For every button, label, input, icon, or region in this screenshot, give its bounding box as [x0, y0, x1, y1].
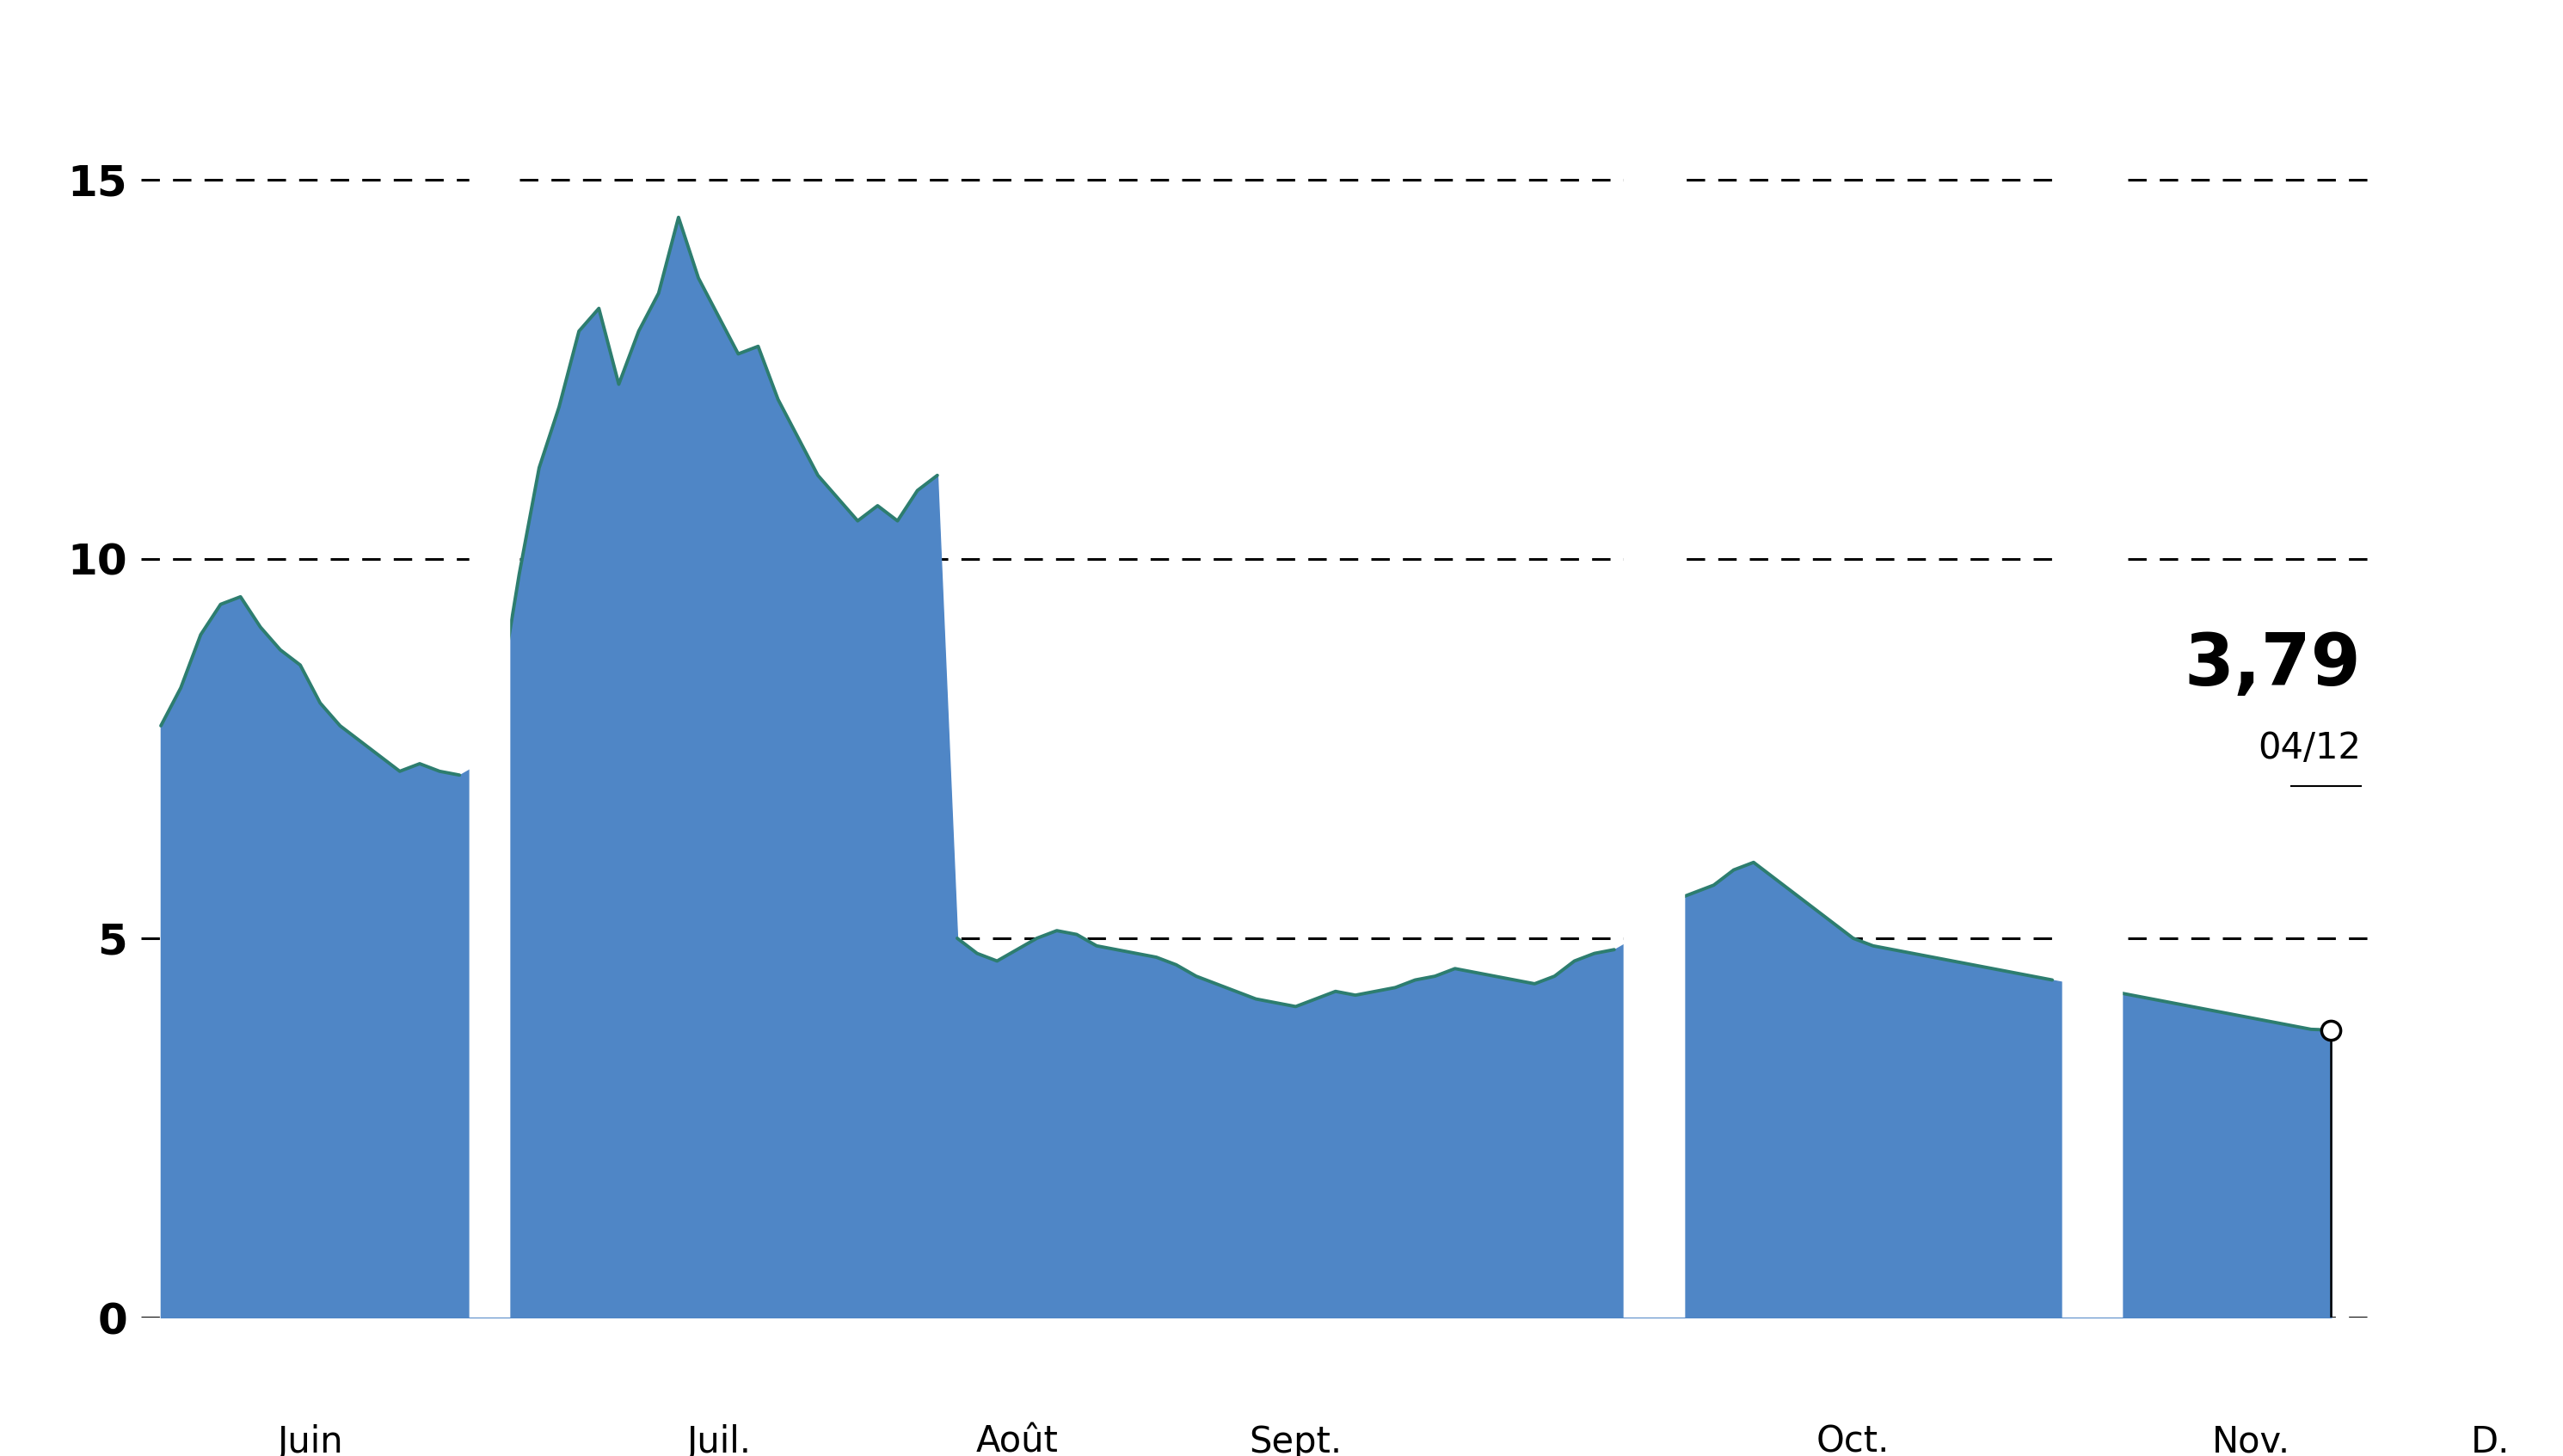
- Text: Juil.: Juil.: [687, 1424, 751, 1456]
- Text: Juin: Juin: [277, 1424, 343, 1456]
- Bar: [469, 66, 510, 1318]
- Text: Août: Août: [977, 1424, 1059, 1456]
- Text: 3,79: 3,79: [2184, 630, 2361, 700]
- Bar: [1625, 66, 1684, 1318]
- Text: D.: D.: [2471, 1424, 2509, 1456]
- Text: Nov.: Nov.: [2212, 1424, 2291, 1456]
- Bar: [2063, 66, 2122, 1318]
- Text: Jumia Technologies AG: Jumia Technologies AG: [733, 25, 1830, 109]
- Text: Oct.: Oct.: [1817, 1424, 1889, 1456]
- Text: 04/12: 04/12: [2258, 731, 2361, 766]
- Bar: [1625, 66, 1684, 1318]
- Text: Sept.: Sept.: [1248, 1424, 1343, 1456]
- Bar: [2063, 66, 2122, 1318]
- Bar: [469, 66, 510, 1318]
